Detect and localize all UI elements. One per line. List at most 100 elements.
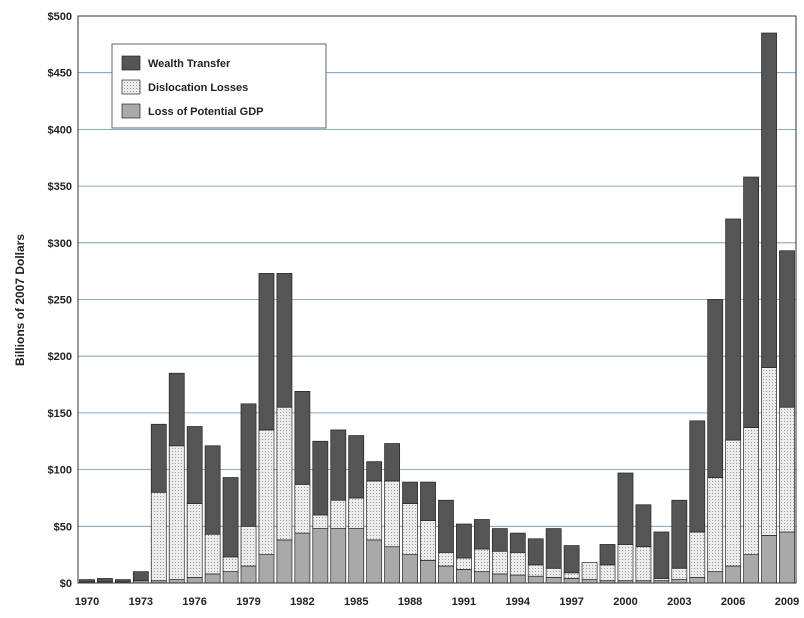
bar-2004	[689, 420, 706, 584]
x-tick-label: 1994	[506, 596, 531, 608]
bar-1972	[114, 579, 131, 584]
legend-swatch-wealth-transfer	[121, 55, 141, 71]
y-tick-label: $500	[48, 11, 72, 23]
bar-segment-loss-of-potential-gdp	[384, 546, 401, 584]
bar-1991	[456, 523, 472, 584]
bar-1979	[240, 403, 257, 584]
x-tick-label: 1988	[398, 596, 422, 608]
x-tick-label: 1991	[452, 596, 476, 608]
bar-1976	[186, 426, 203, 584]
bar-segment-wealth-transfer	[456, 523, 472, 559]
bar-segment-wealth-transfer	[527, 538, 544, 566]
bar-1986	[366, 461, 383, 584]
bar-segment-dislocation-losses	[204, 533, 221, 575]
y-tick-label: $150	[48, 408, 72, 420]
bar-segment-dislocation-losses	[366, 480, 383, 541]
bar-segment-wealth-transfer	[509, 532, 526, 553]
bar-1997	[563, 545, 580, 584]
bar-1981	[276, 273, 293, 584]
legend-label-dislocation-losses: Dislocation Losses	[148, 82, 248, 94]
bar-segment-wealth-transfer	[617, 472, 634, 545]
bar-segment-dislocation-losses	[420, 520, 436, 561]
y-tick-label: $250	[48, 295, 72, 307]
bar-segment-dislocation-losses	[491, 550, 508, 575]
bar-segment-wealth-transfer	[168, 372, 185, 447]
legend-swatch-dislocation-losses	[121, 79, 141, 95]
bar-segment-dislocation-losses	[294, 483, 311, 534]
bar-segment-dislocation-losses	[635, 546, 652, 582]
bar-2001	[635, 504, 652, 584]
bar-1994	[509, 532, 526, 584]
y-tick-label: $0	[60, 578, 72, 590]
bar-segment-loss-of-potential-gdp	[509, 574, 526, 584]
bar-segment-wealth-transfer	[473, 519, 490, 550]
bar-2009	[779, 250, 795, 584]
y-tick-label: $200	[48, 351, 72, 363]
bar-1974	[150, 423, 167, 584]
bar-segment-wealth-transfer	[240, 403, 257, 527]
y-tick-label: $50	[54, 521, 72, 533]
bar-segment-wealth-transfer	[671, 499, 688, 569]
bar-1990	[438, 499, 454, 584]
x-tick-label: 1973	[129, 596, 153, 608]
bar-2006	[725, 218, 742, 584]
bar-segment-dislocation-losses	[545, 567, 562, 578]
bar-1989	[420, 481, 436, 584]
bar-segment-dislocation-losses	[779, 406, 795, 533]
bar-segment-dislocation-losses	[707, 477, 724, 573]
bar-segment-wealth-transfer	[545, 528, 562, 569]
bar-segment-wealth-transfer	[635, 504, 652, 548]
bar-segment-loss-of-potential-gdp	[366, 539, 383, 584]
bar-segment-loss-of-potential-gdp	[420, 559, 436, 584]
bar-segment-dislocation-losses	[761, 367, 777, 536]
bar-1999	[599, 544, 616, 584]
bar-segment-dislocation-losses	[330, 499, 347, 529]
bar-2002	[653, 531, 670, 584]
x-tick-label: 1985	[344, 596, 368, 608]
bar-segment-dislocation-losses	[527, 564, 544, 577]
bar-segment-wealth-transfer	[97, 578, 113, 583]
legend-label-loss-of-potential-gdp: Loss of Potential GDP	[148, 106, 264, 118]
bar-segment-loss-of-potential-gdp	[258, 554, 275, 584]
y-tick-label: $100	[48, 465, 72, 477]
bar-segment-wealth-transfer	[276, 273, 293, 408]
bar-1993	[491, 528, 508, 584]
bar-1983	[312, 440, 329, 584]
bar-segment-loss-of-potential-gdp	[294, 532, 311, 584]
bar-segment-loss-of-potential-gdp	[204, 573, 221, 584]
bar-1971	[97, 578, 113, 584]
bar-segment-dislocation-losses	[186, 503, 203, 578]
legend: Wealth Transfer Dislocation Losses Loss …	[111, 43, 327, 129]
bar-segment-dislocation-losses	[671, 567, 688, 580]
bar-segment-wealth-transfer	[222, 477, 239, 558]
bar-1987	[384, 443, 401, 584]
bar-segment-loss-of-potential-gdp	[581, 579, 598, 584]
bar-1978	[222, 477, 239, 584]
bar-segment-dislocation-losses	[384, 480, 401, 548]
legend-label-wealth-transfer: Wealth Transfer	[148, 58, 231, 70]
bar-segment-dislocation-losses	[725, 439, 742, 567]
bar-2003	[671, 499, 688, 584]
x-tick-label: 1997	[559, 596, 583, 608]
legend-box	[111, 43, 327, 129]
bar-segment-wealth-transfer	[707, 299, 724, 478]
bar-segment-wealth-transfer	[186, 426, 203, 504]
bar-segment-wealth-transfer	[312, 440, 329, 516]
bar-segment-wealth-transfer	[689, 420, 706, 533]
plot-frame	[77, 15, 797, 584]
bar-1975	[168, 372, 185, 584]
bar-segment-dislocation-losses	[473, 548, 490, 573]
bar-2007	[743, 176, 760, 584]
bar-segment-dislocation-losses	[276, 406, 293, 541]
bar-segment-wealth-transfer	[204, 445, 221, 535]
bar-segment-loss-of-potential-gdp	[473, 571, 490, 584]
bar-segment-dislocation-losses	[240, 525, 257, 567]
bar-segment-loss-of-potential-gdp	[743, 554, 760, 584]
bar-segment-loss-of-potential-gdp	[186, 576, 203, 584]
bar-segment-loss-of-potential-gdp	[168, 579, 185, 584]
bar-segment-dislocation-losses	[509, 552, 526, 576]
bar-1970	[79, 579, 95, 584]
bar-1998	[581, 562, 598, 584]
bar-segment-wealth-transfer	[438, 499, 454, 553]
